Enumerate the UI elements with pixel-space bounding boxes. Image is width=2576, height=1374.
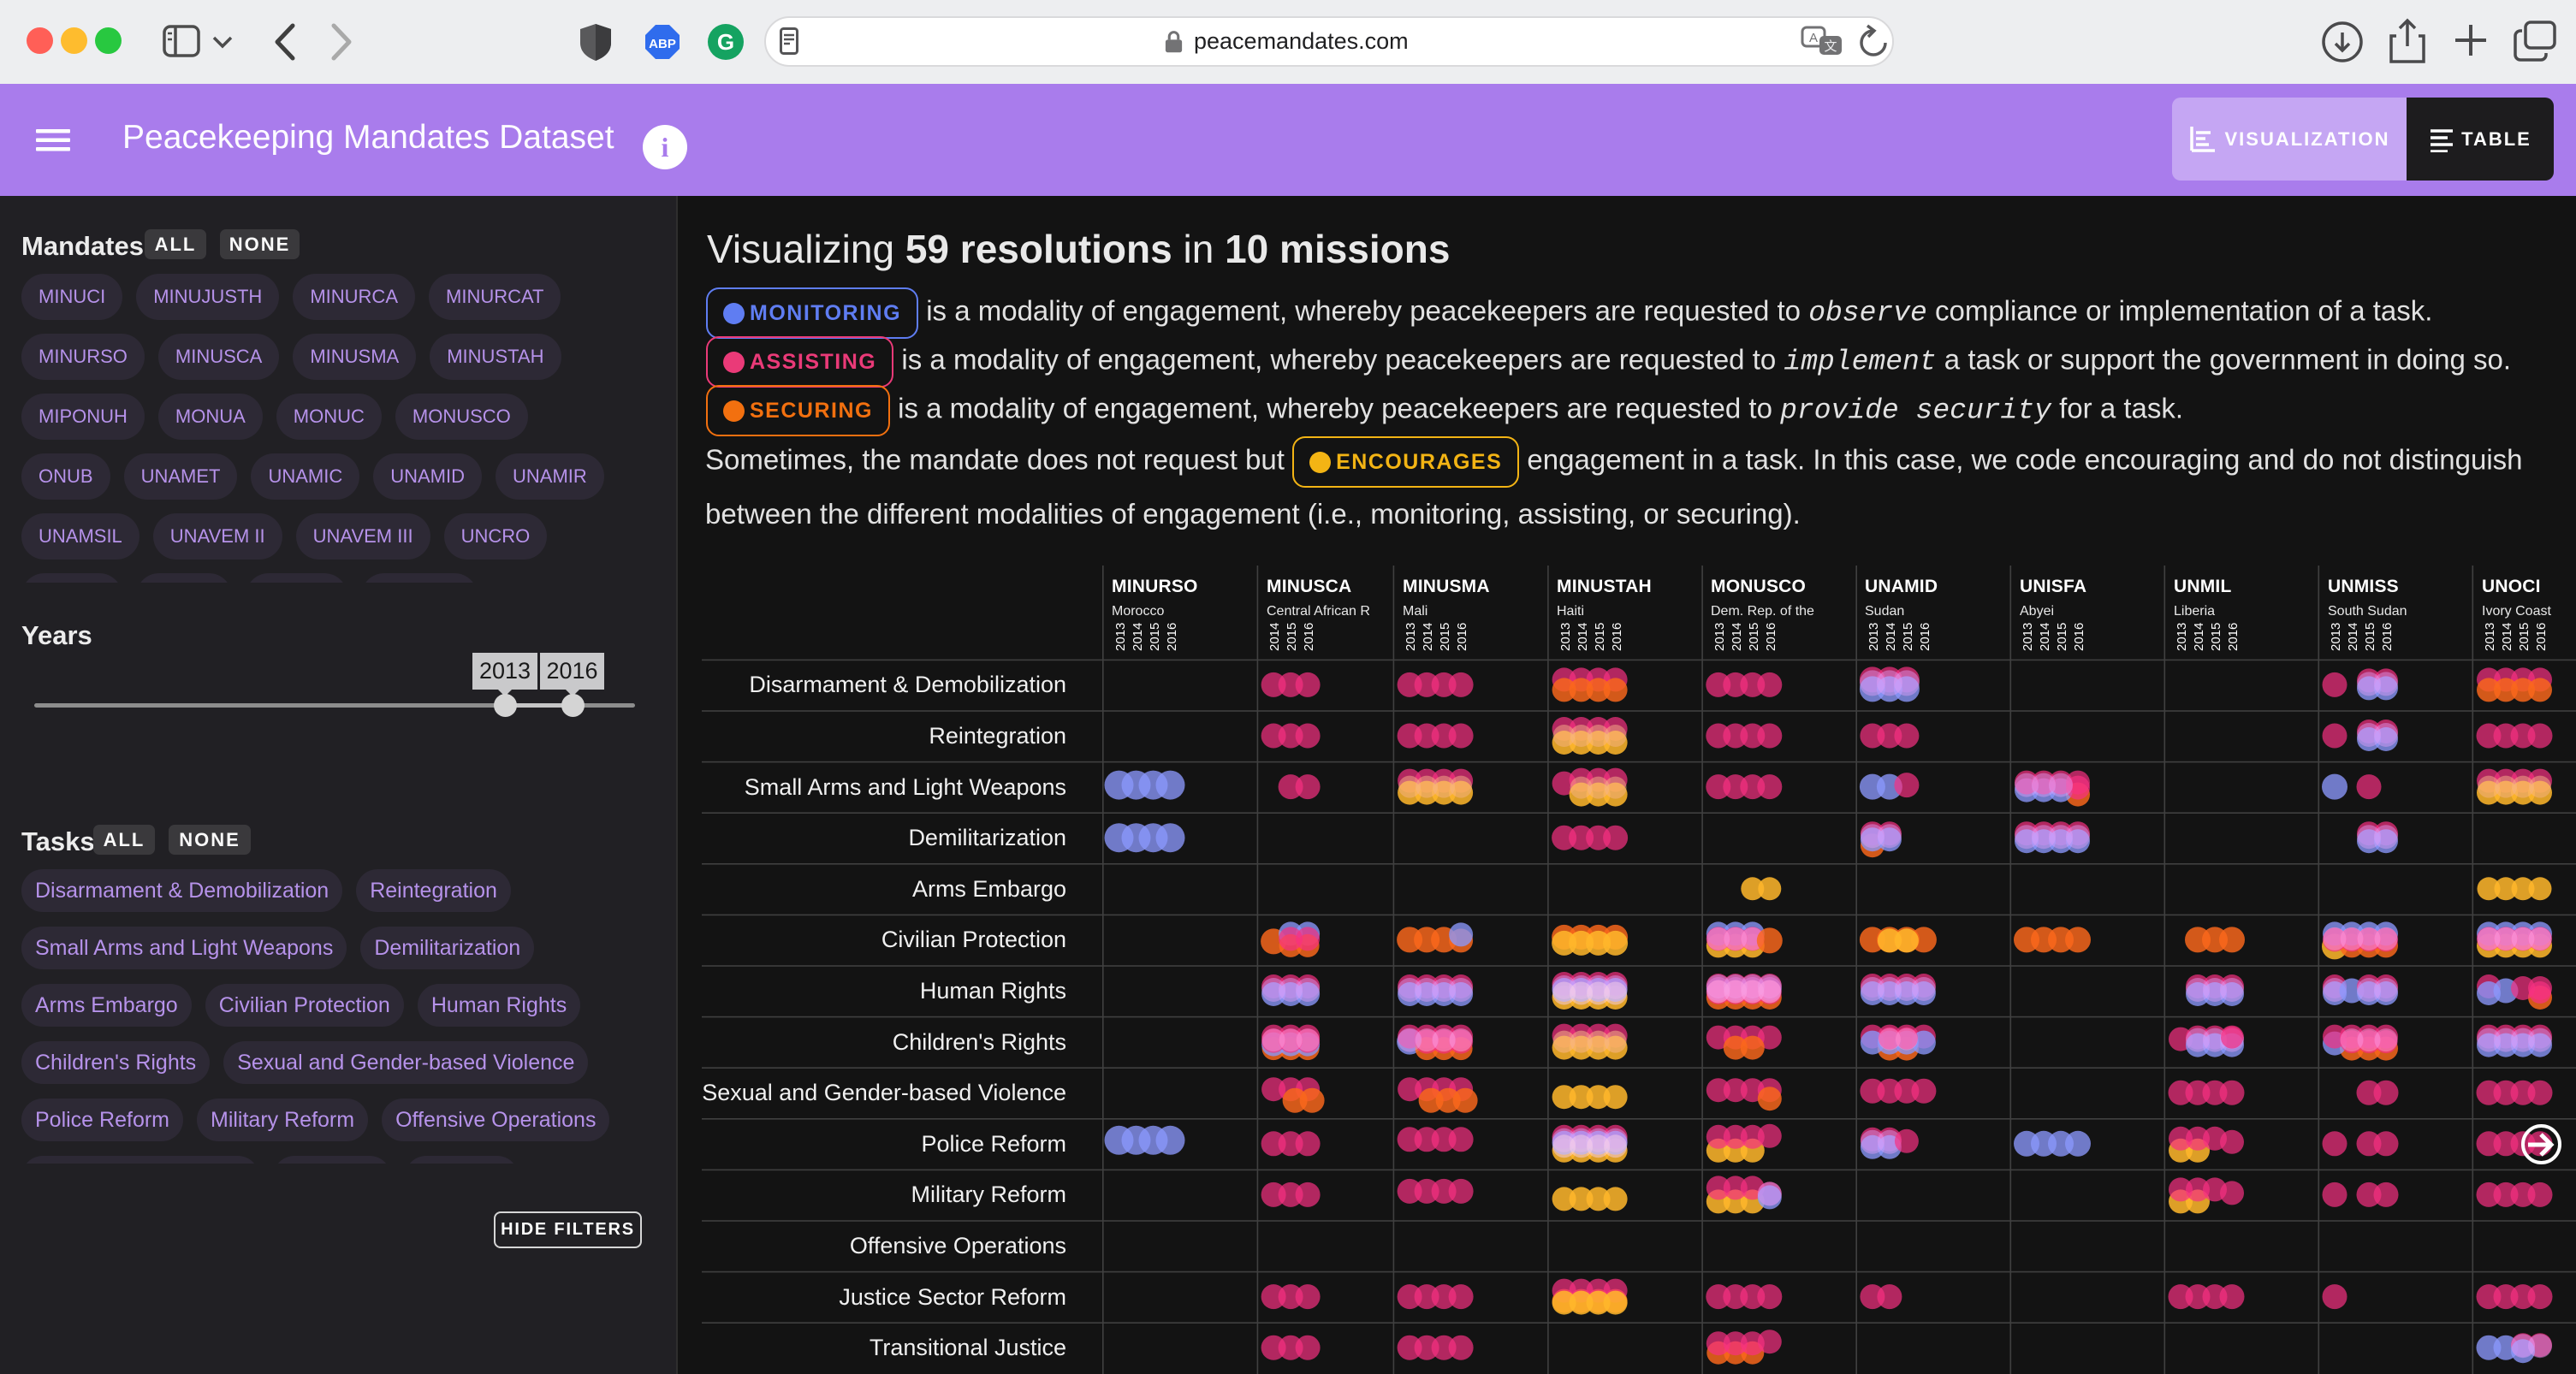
svg-text:2015: 2015 (2517, 623, 2531, 651)
svg-text:2014: 2014 (1131, 623, 1145, 651)
svg-text:2015: 2015 (1747, 623, 1761, 651)
svg-text:A: A (1809, 31, 1818, 45)
svg-text:2015: 2015 (1593, 623, 1607, 651)
svg-text:2014: 2014 (2192, 623, 2206, 651)
svg-text:2013: 2013 (2483, 623, 2497, 651)
svg-text:2016: 2016 (1455, 623, 1469, 651)
svg-text:2013: 2013 (2329, 623, 2343, 651)
svg-text:2015: 2015 (1285, 623, 1299, 651)
svg-text:2016: 2016 (1918, 623, 1932, 651)
svg-text:2014: 2014 (1267, 623, 1282, 651)
svg-text:2016: 2016 (1610, 623, 1624, 651)
svg-text:2014: 2014 (2500, 623, 2514, 651)
svg-text:2016: 2016 (2072, 623, 2086, 651)
svg-text:2015: 2015 (2363, 623, 2377, 651)
svg-text:2014: 2014 (1576, 623, 1590, 651)
svg-text:2014: 2014 (2346, 623, 2360, 651)
svg-text:ABP: ABP (649, 37, 676, 51)
svg-text:2014: 2014 (1421, 623, 1435, 651)
svg-text:2016: 2016 (2380, 623, 2395, 651)
svg-text:2014: 2014 (2038, 623, 2052, 651)
svg-text:2016: 2016 (2534, 623, 2549, 651)
svg-text:2013: 2013 (2021, 623, 2035, 651)
svg-text:2013: 2013 (1867, 623, 1881, 651)
svg-text:2013: 2013 (1712, 623, 1727, 651)
svg-text:2015: 2015 (1438, 623, 1452, 651)
svg-text:2013: 2013 (1113, 623, 1128, 651)
svg-text:2016: 2016 (1165, 623, 1179, 651)
svg-text:2015: 2015 (1901, 623, 1915, 651)
svg-text:2013: 2013 (1404, 623, 1418, 651)
svg-text:2014: 2014 (1730, 623, 1744, 651)
svg-text:2013: 2013 (1558, 623, 1573, 651)
svg-text:2016: 2016 (1302, 623, 1316, 651)
svg-text:2016: 2016 (1764, 623, 1778, 651)
svg-text:2014: 2014 (1884, 623, 1898, 651)
svg-text:2013: 2013 (2175, 623, 2189, 651)
svg-text:文: 文 (1824, 39, 1837, 54)
svg-text:2015: 2015 (2209, 623, 2223, 651)
svg-text:2015: 2015 (2055, 623, 2069, 651)
svg-text:2015: 2015 (1148, 623, 1162, 651)
svg-text:2016: 2016 (2226, 623, 2241, 651)
svg-text:G: G (717, 29, 734, 55)
